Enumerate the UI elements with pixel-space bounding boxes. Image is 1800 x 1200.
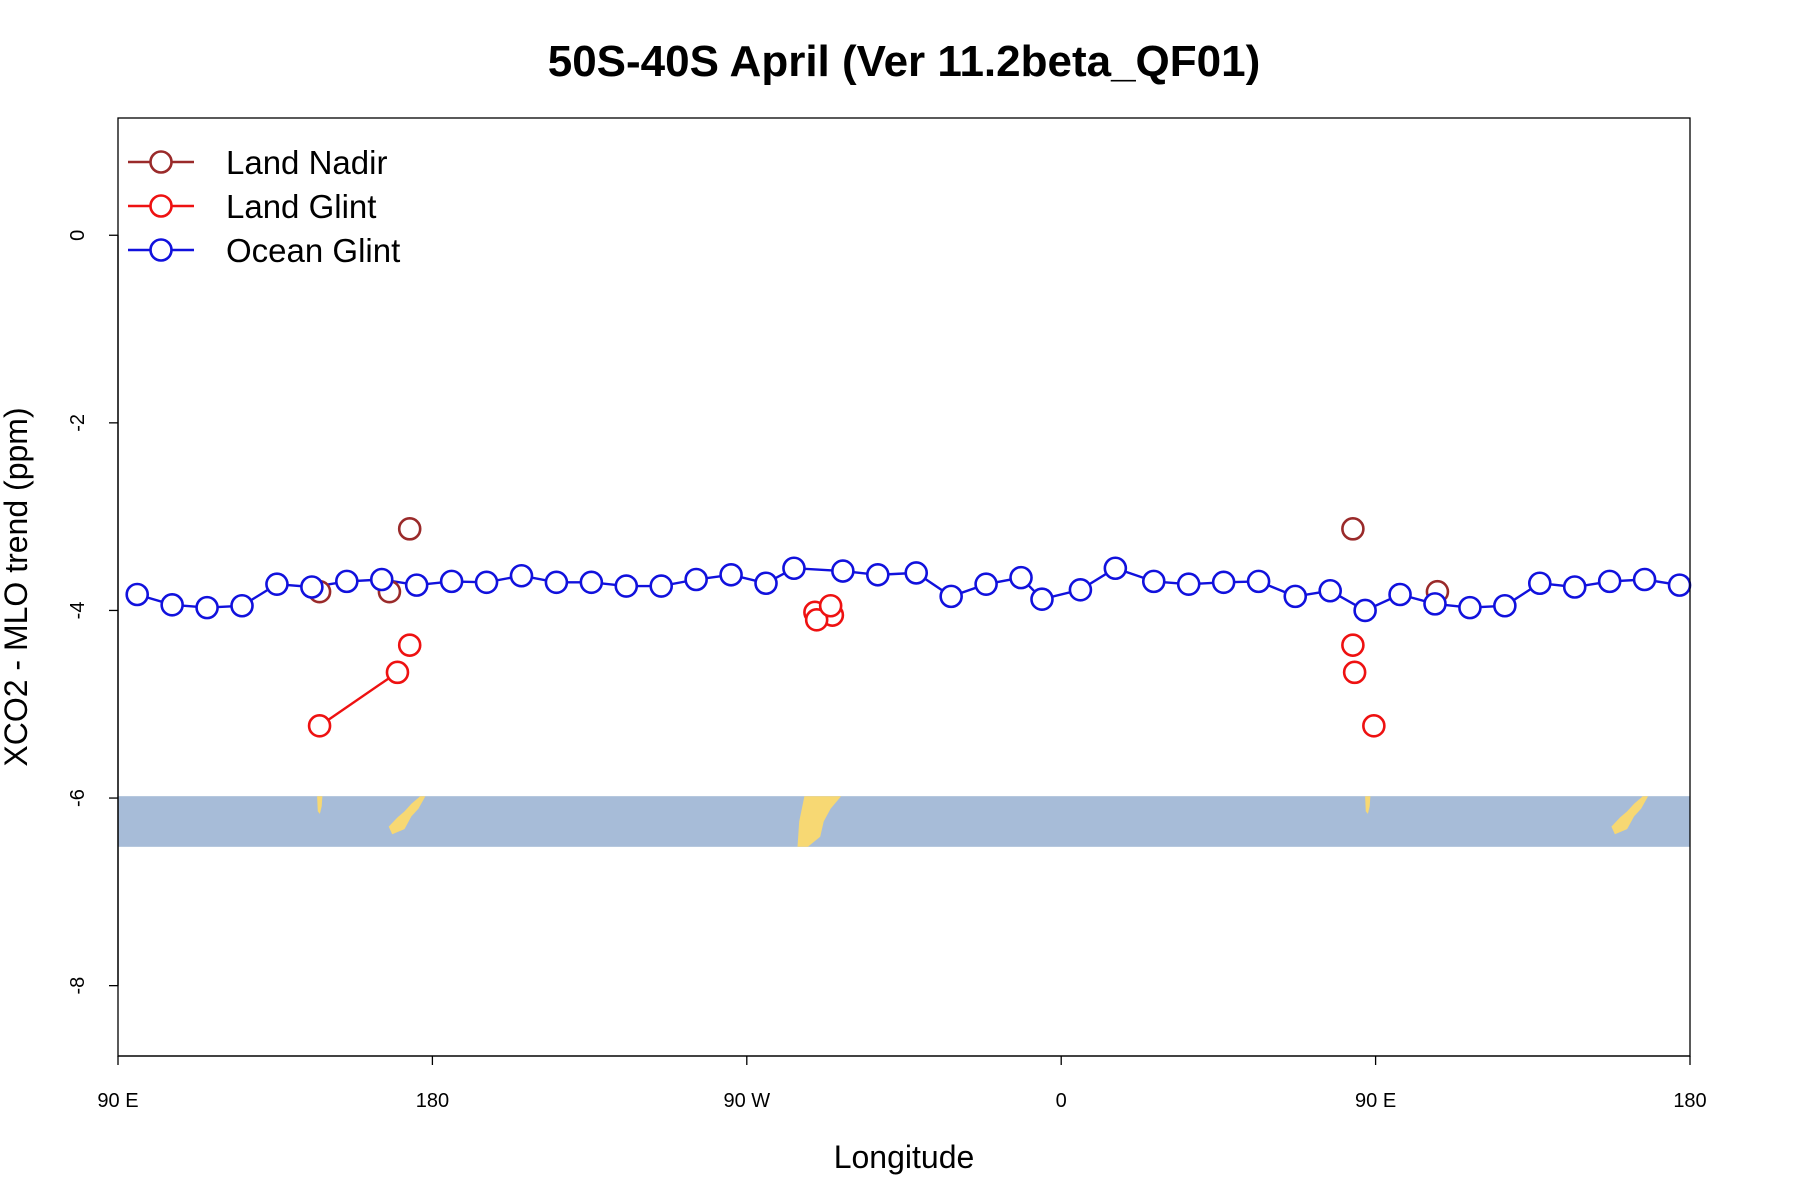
legend-label-land-nadir: Land Nadir [226,144,387,181]
ocean-glint-point-5 [300,575,324,599]
legend-marker-ocean-glint [149,238,173,262]
ocean-glint-point-9 [439,569,464,594]
ocean-glint-point-13 [579,570,604,595]
ocean-glint-point-7 [369,567,394,592]
ocean-glint-point-21 [865,563,890,587]
map-strip [118,796,1690,847]
x-axis: 90 E 180 90 W 0 90 E 180 [97,1055,1707,1112]
land-new-zealand [388,796,426,835]
ocean-glint-point-3 [230,593,254,618]
x-tick-label-0: 90 E [97,1090,138,1112]
ocean-glint-point-30 [1176,572,1201,596]
y-tick-label-4: -8 [67,977,89,995]
chart-title: 50S-40S April (Ver 11.2beta_QF01) [548,37,1261,86]
x-axis-label: Longitude [834,1139,975,1175]
ocean-glint-point-37 [1423,592,1447,616]
land-tasmania-repeat [1365,796,1371,814]
land-nadir-point-4 [1341,517,1365,541]
ocean-glint-point-12 [544,570,569,595]
ocean-glint-point-42 [1597,569,1622,594]
ocean-glint-point-17 [719,563,743,587]
land-glint-point-7 [1362,714,1386,738]
land-new-zealand-repeat [1611,796,1649,835]
land-south-america [797,796,842,847]
ocean-glint-point-10 [474,570,499,595]
ocean-glint-point-0 [125,582,150,607]
ocean-glint-point-27 [1068,578,1093,602]
y-tick-label-2: -4 [67,602,89,620]
ocean-glint-point-23 [939,584,963,609]
ocean-glint-point-41 [1562,575,1587,599]
ocean-glint-point-40 [1527,571,1552,596]
ocean-glint-point-16 [684,567,708,592]
ocean-glint-point-36 [1388,582,1412,607]
ocean-glint-point-14 [614,574,639,598]
ocean-glint-point-31 [1211,570,1236,595]
y-tick-label-3: -6 [67,789,89,807]
ocean-glint-point-38 [1458,595,1482,620]
land-glint-point-0 [307,714,332,738]
land-glint-point-6 [818,593,843,618]
ocean-glint-point-6 [335,569,359,594]
legend-marker-land-nadir [149,150,173,174]
ocean-glint-point-34 [1318,578,1342,603]
land-tasmania [317,796,323,814]
ocean-glint-point-32 [1246,569,1271,594]
ocean-glint-point-2 [195,595,219,620]
ocean-glint-point-8 [404,573,429,597]
ocean-glint-point-26 [1030,587,1054,611]
x-tick-label-4: 90 E [1355,1090,1396,1112]
ocean-glint-point-44 [1667,573,1692,597]
ocean-glint-point-1 [160,593,184,617]
ocean-glint-point-29 [1141,569,1166,594]
y-axis-label: XCO2 - MLO trend (ppm) [0,407,34,766]
x-tick-label-3: 0 [1056,1090,1067,1112]
ocean-glint-point-39 [1493,593,1517,618]
x-tick-label-1: 180 [416,1090,449,1112]
ocean-glint-point-18 [754,571,778,596]
legend-label-land-glint: Land Glint [226,188,376,225]
land-nadir-point-1 [397,517,422,541]
legend: Land Nadir Land Glint Ocean Glint [128,144,400,269]
land-glint-point-5 [804,608,829,632]
ocean-glint-point-33 [1283,584,1308,609]
x-tick-label-2: 90 W [723,1090,770,1112]
ocean-glint-point-35 [1353,598,1377,623]
ocean-glint-point-4 [265,572,289,596]
land-glint-point-2 [397,633,422,657]
y-tick-label-1: -2 [67,414,89,432]
y-axis: 0 -2 -4 -6 -8 [67,230,119,995]
ocean-glint-point-43 [1632,567,1657,592]
y-tick-label-0: 0 [67,230,89,241]
ocean-glint-point-25 [1009,565,1033,590]
land-glint-point-8 [1342,660,1367,685]
ocean-band [118,796,1690,847]
x-tick-label-5: 180 [1673,1090,1706,1112]
land-glint-point-1 [385,660,410,685]
ocean-glint-point-11 [509,563,534,588]
land-glint-point-9 [1341,633,1365,657]
series-points [125,517,1692,738]
ocean-glint-point-20 [831,559,855,583]
legend-label-ocean-glint: Ocean Glint [226,232,400,269]
ocean-glint-point-28 [1103,556,1128,581]
ocean-glint-point-19 [782,556,806,581]
ocean-glint-point-24 [974,572,998,596]
land-glint-segment-0 [318,671,399,727]
ocean-glint-point-15 [649,574,674,598]
legend-marker-land-glint [149,194,173,218]
ocean-glint-point-22 [904,561,929,585]
